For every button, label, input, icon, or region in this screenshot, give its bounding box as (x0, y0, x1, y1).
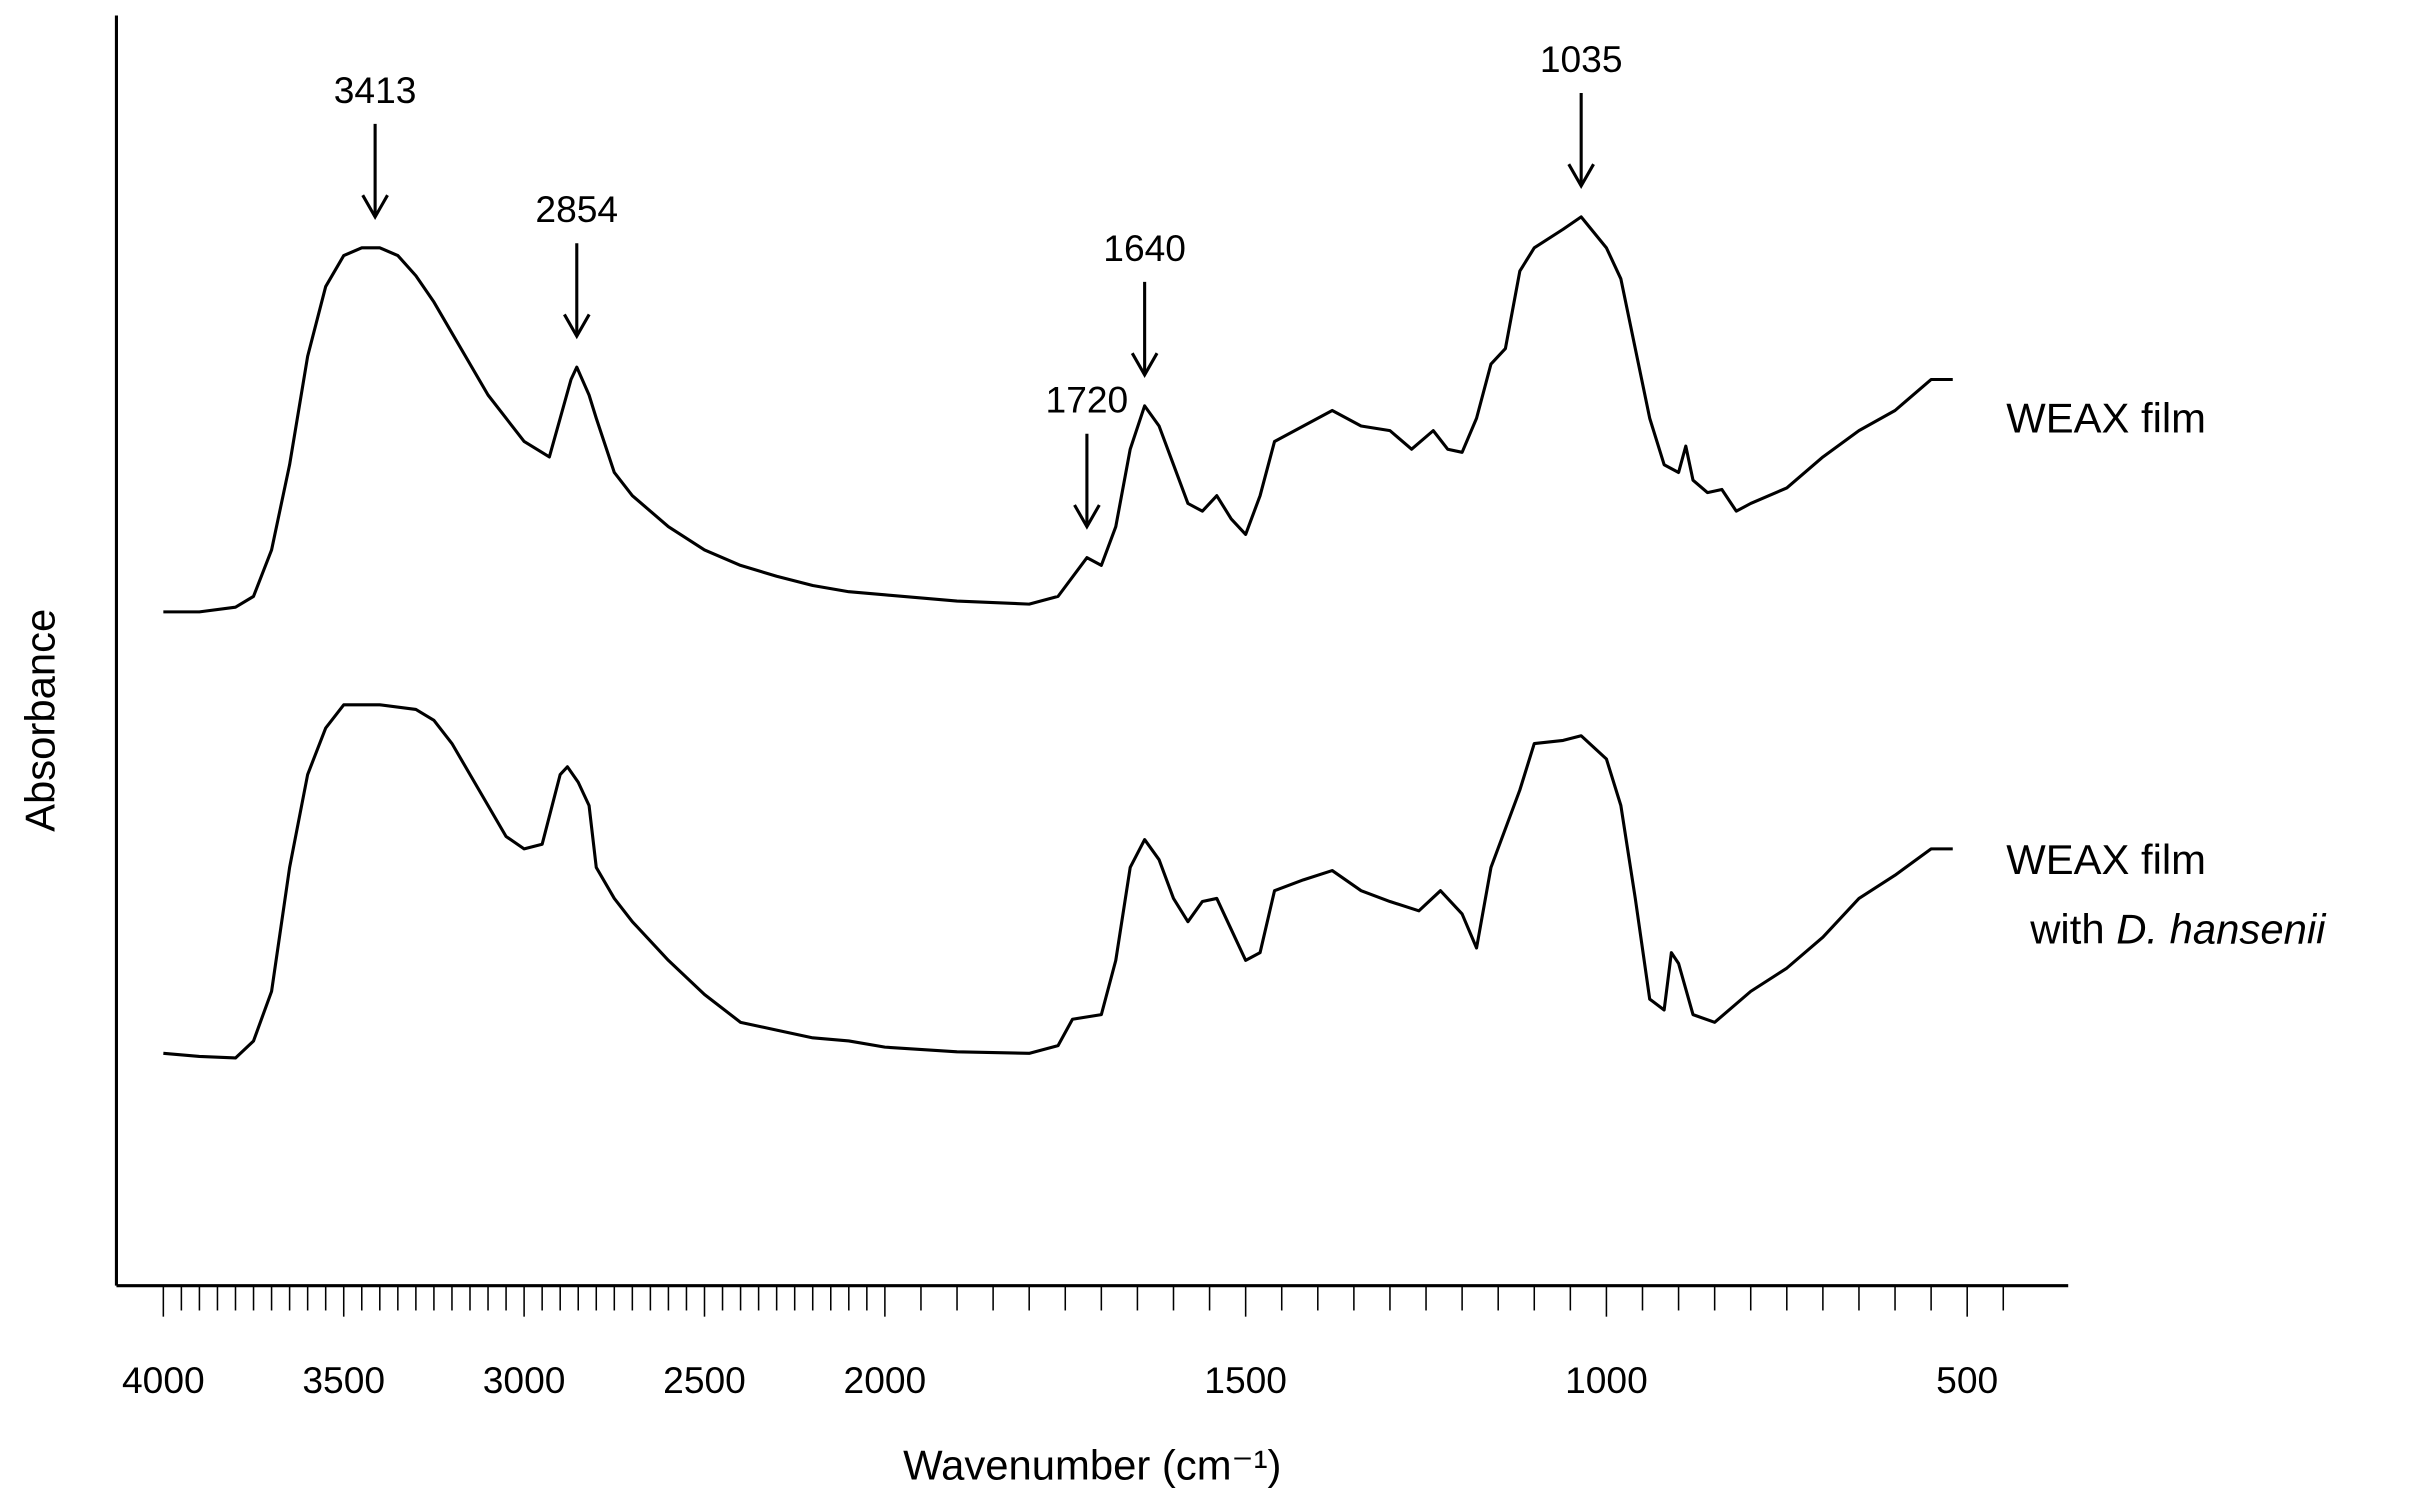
series-label: WEAX film (2006, 394, 2206, 441)
peak-arrowhead (1073, 504, 1101, 530)
x-tick-label: 2500 (663, 1359, 746, 1401)
series-label: WEAX film with D. hansenii (2006, 836, 2327, 953)
x-tick-label: 1500 (1204, 1359, 1287, 1401)
peak-label: 1720 (1046, 379, 1129, 421)
x-tick-label: 2000 (844, 1359, 927, 1401)
x-tick-label: 4000 (122, 1359, 205, 1401)
peak-arrowhead (361, 194, 389, 220)
x-tick-label: 3000 (483, 1359, 566, 1401)
y-axis-title: Absorbance (17, 609, 64, 832)
spectrum-line (163, 703, 1953, 1060)
x-tick-label: 500 (1936, 1359, 1998, 1401)
peak-label: 1035 (1540, 38, 1623, 80)
peak-label: 3413 (334, 69, 417, 111)
peak-label: 1640 (1103, 227, 1186, 269)
x-tick-label: 3500 (302, 1359, 385, 1401)
peak-label: 2854 (535, 188, 618, 230)
peak-arrowhead (563, 313, 591, 340)
x-tick-label: 1000 (1565, 1359, 1648, 1401)
spectrum-line (163, 215, 1953, 614)
peak-arrowhead (1130, 352, 1159, 378)
x-axis-title: Wavenumber (cm⁻¹) (903, 1442, 1281, 1489)
peak-arrowhead (1567, 163, 1595, 190)
